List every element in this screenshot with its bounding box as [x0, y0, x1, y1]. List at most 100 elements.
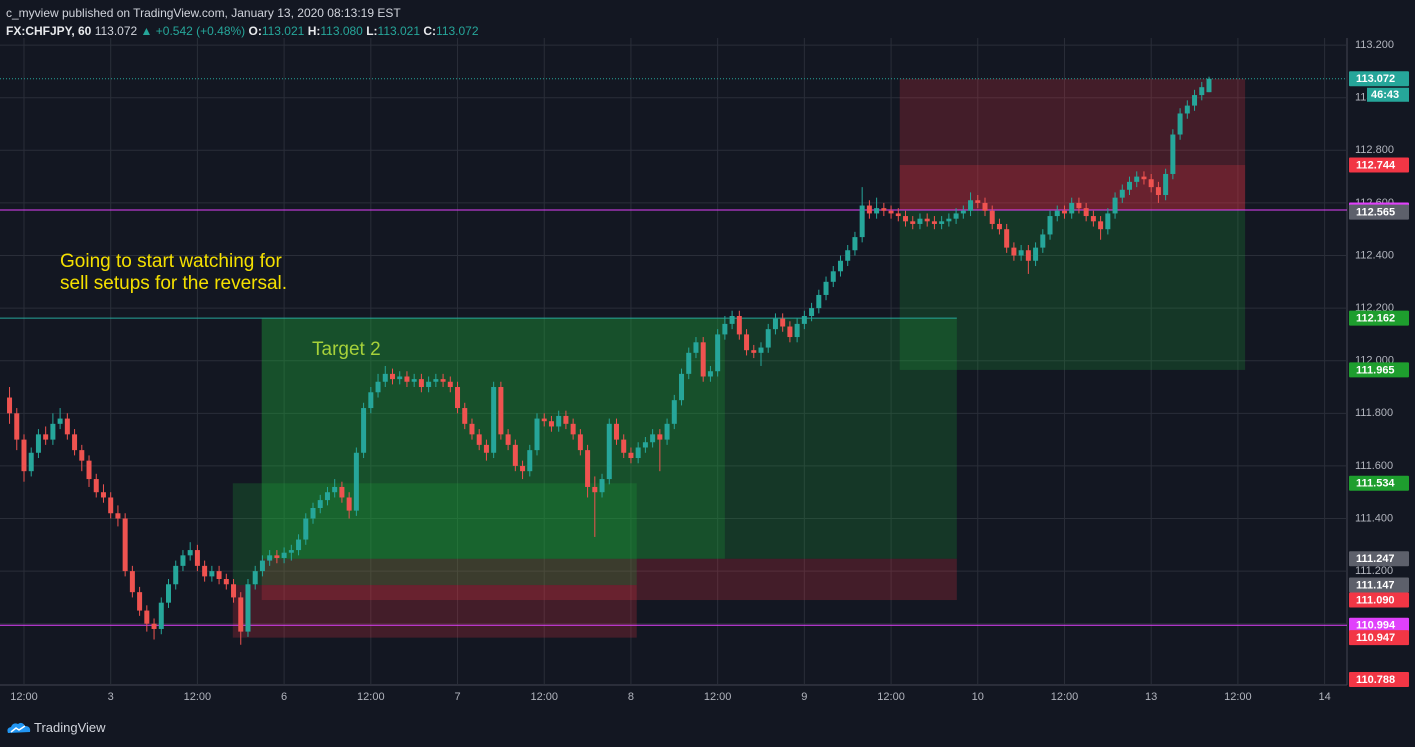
candle-body — [28, 452, 34, 472]
price-badge — [1349, 71, 1409, 87]
candle-body — [939, 221, 945, 224]
candle-body — [505, 434, 511, 445]
candle-body — [599, 479, 605, 493]
candle-body — [758, 347, 764, 353]
candle-body — [151, 623, 157, 629]
candle-body — [563, 415, 569, 424]
y-tick-label: 112.400 — [1355, 249, 1394, 261]
candle-body — [837, 260, 843, 272]
candle-body — [476, 434, 482, 445]
candle-body — [455, 387, 461, 409]
candle-body — [100, 492, 106, 498]
candle-body — [1076, 202, 1082, 209]
candle-body — [628, 452, 634, 459]
candle-body — [1119, 189, 1125, 198]
candle-body — [809, 308, 815, 316]
y-tick-label: 112.800 — [1355, 144, 1394, 156]
logo-line — [10, 725, 26, 733]
candle-body — [534, 418, 540, 451]
candle-body — [1098, 221, 1104, 230]
candle-body — [989, 210, 995, 224]
candle-body — [801, 315, 807, 324]
candle-body — [14, 413, 20, 440]
candle-body — [122, 518, 128, 572]
brand: TradingView — [34, 720, 106, 735]
candle-body — [512, 444, 518, 466]
candle-body — [751, 350, 757, 353]
candle-body — [1170, 134, 1176, 174]
x-tick-label: 6 — [281, 691, 287, 703]
price-badge-label: 112.162 — [1356, 313, 1395, 325]
candle-body — [1105, 213, 1111, 230]
candle-body — [166, 584, 172, 603]
o-label: O: — [248, 24, 262, 38]
x-tick-label: 12:00 — [357, 691, 385, 703]
candle-body — [267, 555, 273, 561]
candle-body — [1061, 210, 1067, 214]
candle-body — [35, 434, 41, 453]
last: 113.072 — [94, 24, 138, 38]
candle-body — [411, 379, 417, 382]
candle-body — [772, 318, 778, 330]
candle-body — [650, 434, 656, 443]
price-badge — [1349, 310, 1409, 326]
candle-body — [368, 392, 374, 409]
candle-body — [361, 408, 367, 453]
candle-body — [1134, 176, 1140, 182]
position-zone — [899, 210, 1246, 370]
candle-body — [1177, 113, 1183, 135]
price-badge — [1349, 362, 1409, 378]
price-badge — [1349, 671, 1409, 687]
candle-body — [1090, 216, 1096, 222]
candle-body — [621, 439, 627, 453]
price-badge — [1349, 617, 1409, 633]
position-zone — [232, 483, 637, 586]
candle-body — [1141, 176, 1147, 180]
candle-body — [671, 400, 677, 424]
h-label: H: — [307, 24, 321, 38]
candle-body — [830, 271, 836, 282]
candle-body — [1018, 250, 1024, 256]
candle-body — [7, 397, 13, 414]
candle-body — [1112, 197, 1118, 214]
target-label: Target 2 — [312, 339, 381, 360]
candle-body — [577, 434, 583, 451]
candle-body — [281, 552, 287, 558]
annotation: sell setups for the reversal. — [60, 273, 287, 294]
y-tick-label: 111.400 — [1355, 512, 1393, 524]
candle-body — [729, 315, 735, 324]
x-tick-label: 7 — [454, 691, 460, 703]
c-label: C: — [423, 24, 437, 38]
position-zone — [261, 558, 957, 601]
candle-body — [1054, 210, 1060, 217]
candle-body — [1199, 87, 1205, 96]
candle-body — [324, 492, 330, 501]
candle-body — [953, 213, 959, 219]
x-tick-label: 12:00 — [704, 691, 732, 703]
price-badge-label: 111.965 — [1356, 364, 1395, 376]
x-tick-label: 12:00 — [530, 691, 558, 703]
candle-body — [700, 342, 706, 377]
price-badge — [1349, 630, 1409, 646]
candle-body — [585, 450, 591, 487]
x-tick-label: 9 — [801, 691, 807, 703]
price-badge-label: 110.947 — [1356, 632, 1395, 644]
candle-body — [216, 571, 222, 580]
candle-body — [382, 373, 388, 382]
candle-body — [931, 221, 937, 224]
candle-body — [397, 376, 403, 380]
candle-body — [187, 550, 193, 556]
candle-body — [679, 373, 685, 401]
candle-body — [64, 418, 70, 435]
candle-body — [447, 381, 453, 388]
candle-body — [72, 434, 78, 451]
y-tick-label: 111.800 — [1355, 407, 1393, 419]
countdown: 46:43 — [1371, 89, 1399, 101]
candle-body — [469, 423, 475, 435]
candle-body — [527, 450, 533, 472]
candle-body — [845, 250, 851, 261]
price-badge-label: 113.072 — [1356, 73, 1395, 85]
candle-body — [881, 208, 887, 211]
candle-body — [491, 387, 497, 453]
